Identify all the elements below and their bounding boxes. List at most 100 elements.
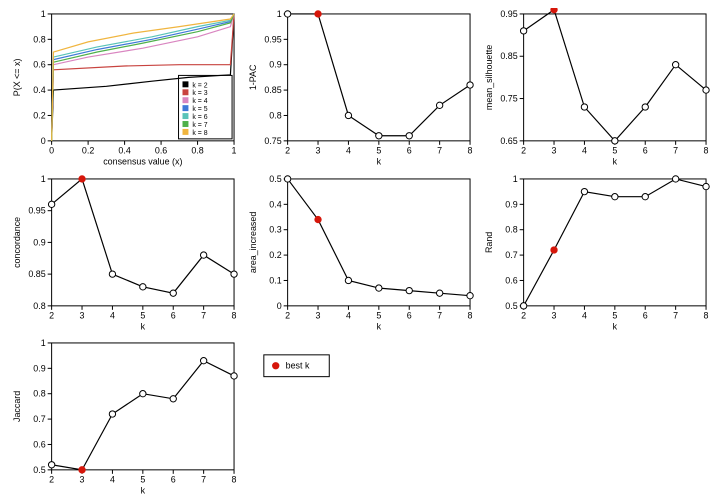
best-k-point: [551, 246, 557, 252]
svg-text:0.65: 0.65: [500, 136, 517, 146]
svg-text:8: 8: [704, 310, 709, 320]
svg-text:1: 1: [277, 9, 282, 19]
svg-text:5: 5: [140, 475, 145, 485]
svg-text:5: 5: [612, 146, 617, 156]
svg-text:0.8: 0.8: [191, 146, 203, 156]
data-point: [467, 292, 473, 298]
best-k-point: [551, 8, 557, 13]
data-point: [612, 193, 618, 199]
svg-text:0.8: 0.8: [33, 34, 45, 44]
svg-text:5: 5: [612, 310, 617, 320]
data-point: [140, 391, 146, 397]
data-point: [436, 290, 442, 296]
svg-text:0: 0: [49, 146, 54, 156]
data-point: [345, 112, 351, 118]
svg-text:2: 2: [521, 310, 526, 320]
svg-text:1: 1: [41, 9, 46, 19]
svg-text:1: 1: [41, 174, 46, 184]
svg-text:3: 3: [552, 310, 557, 320]
ecdf-panel: 00.20.40.60.8100.20.40.60.81consensus va…: [8, 8, 240, 169]
svg-text:0.95: 0.95: [28, 205, 45, 215]
svg-text:7: 7: [201, 310, 206, 320]
svg-text:0.8: 0.8: [33, 389, 45, 399]
svg-text:2: 2: [285, 310, 290, 320]
svg-text:0.6: 0.6: [33, 60, 45, 70]
svg-text:0.7: 0.7: [33, 414, 45, 424]
y-axis-label: concordance: [12, 216, 22, 267]
y-axis-label: 1-PAC: [248, 64, 258, 90]
svg-text:0.4: 0.4: [118, 146, 130, 156]
svg-text:6: 6: [407, 310, 412, 320]
data-point: [581, 188, 587, 194]
data-point: [48, 201, 54, 207]
svg-text:0.5: 0.5: [505, 300, 517, 310]
svg-text:0.4: 0.4: [33, 85, 45, 95]
metric-panel-concordance: 23456780.80.850.90.951kconcordance: [8, 173, 240, 334]
data-point: [436, 102, 442, 108]
svg-text:3: 3: [80, 310, 85, 320]
svg-text:0.6: 0.6: [33, 440, 45, 450]
metric-panel-mean-silhouette: 23456780.650.750.850.95kmean_silhouette: [480, 8, 712, 169]
y-axis-label: Rand: [484, 231, 494, 252]
data-point: [581, 104, 587, 110]
svg-text:0.1: 0.1: [269, 275, 281, 285]
data-point: [703, 183, 709, 189]
svg-text:8: 8: [232, 475, 237, 485]
svg-text:4: 4: [346, 146, 351, 156]
svg-text:0.2: 0.2: [33, 110, 45, 120]
y-axis-label: Jaccard: [12, 391, 22, 422]
x-axis-label: k: [377, 321, 382, 331]
svg-text:2: 2: [285, 146, 290, 156]
metric-panel-area-increased: 234567800.10.20.30.40.5karea_increased: [244, 173, 476, 334]
svg-text:6: 6: [643, 310, 648, 320]
svg-text:5: 5: [376, 146, 381, 156]
best-k-point: [79, 467, 85, 473]
x-axis-label: k: [613, 321, 618, 331]
svg-text:0.6: 0.6: [505, 275, 517, 285]
y-axis-label: P(X <= x): [12, 59, 22, 97]
legend-item-k6: k = 6: [192, 114, 207, 121]
svg-text:1: 1: [232, 146, 237, 156]
data-point: [642, 193, 648, 199]
svg-text:6: 6: [407, 146, 412, 156]
y-axis-label: mean_silhouette: [484, 45, 494, 110]
data-point: [520, 28, 526, 34]
data-point: [376, 285, 382, 291]
svg-text:7: 7: [437, 310, 442, 320]
svg-text:0.7: 0.7: [505, 250, 517, 260]
svg-text:0.5: 0.5: [269, 174, 281, 184]
svg-text:7: 7: [673, 146, 678, 156]
data-point: [520, 302, 526, 308]
data-point: [284, 175, 290, 181]
svg-text:3: 3: [316, 310, 321, 320]
svg-text:0.3: 0.3: [269, 224, 281, 234]
data-point: [48, 462, 54, 468]
svg-text:0.75: 0.75: [264, 136, 281, 146]
svg-text:0.6: 0.6: [155, 146, 167, 156]
svg-text:6: 6: [171, 475, 176, 485]
legend-item-k7: k = 7: [192, 122, 207, 129]
data-point: [642, 104, 648, 110]
data-point: [109, 271, 115, 277]
x-axis-label: k: [377, 157, 382, 167]
svg-text:0.9: 0.9: [33, 237, 45, 247]
svg-text:0: 0: [41, 136, 46, 146]
best-k-point: [315, 216, 321, 222]
svg-text:7: 7: [201, 475, 206, 485]
svg-text:4: 4: [110, 475, 115, 485]
y-axis-label: area_increased: [248, 211, 258, 272]
data-point: [406, 287, 412, 293]
data-point: [672, 62, 678, 68]
data-point: [231, 373, 237, 379]
svg-text:8: 8: [468, 310, 473, 320]
svg-text:8: 8: [704, 146, 709, 156]
data-point: [345, 277, 351, 283]
svg-text:5: 5: [376, 310, 381, 320]
svg-text:0: 0: [277, 300, 282, 310]
data-point: [376, 133, 382, 139]
svg-text:8: 8: [232, 310, 237, 320]
data-point: [703, 87, 709, 93]
data-point: [672, 175, 678, 181]
svg-text:0.5: 0.5: [33, 465, 45, 475]
svg-text:0.85: 0.85: [264, 85, 281, 95]
